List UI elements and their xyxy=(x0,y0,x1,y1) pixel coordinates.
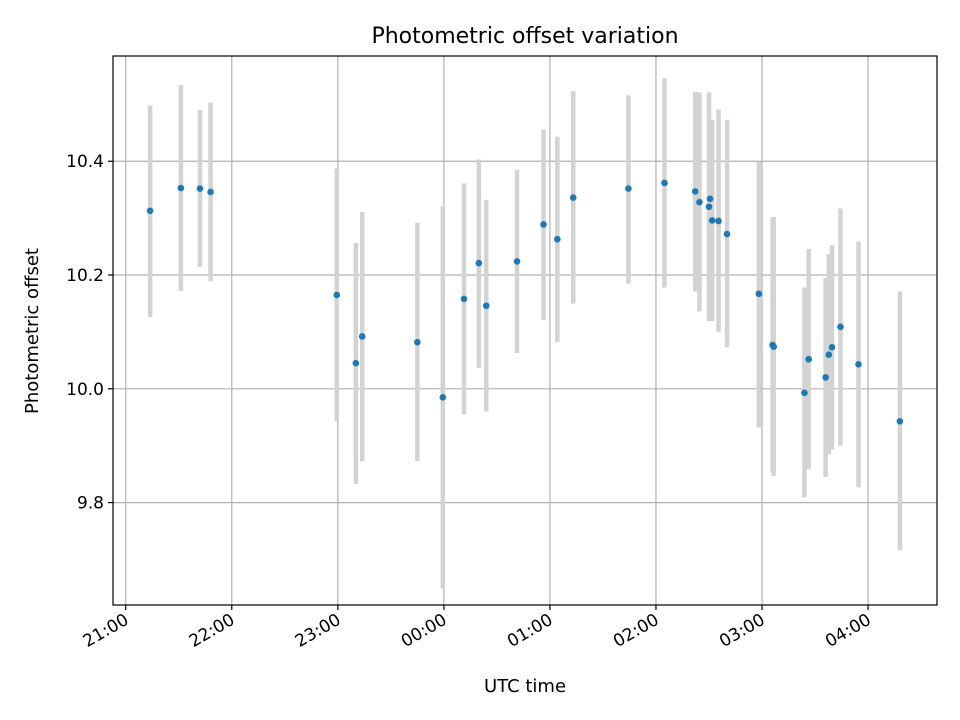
y-tick-label: 10.0 xyxy=(66,380,104,400)
data-point xyxy=(705,203,713,211)
data-point xyxy=(801,389,808,397)
data-point xyxy=(706,195,714,203)
data-point xyxy=(805,355,812,363)
data-point xyxy=(661,179,668,187)
data-point xyxy=(825,351,833,358)
data-point xyxy=(146,207,154,215)
data-point xyxy=(855,361,862,368)
data-point xyxy=(196,185,204,192)
data-point xyxy=(896,417,904,425)
data-point xyxy=(696,198,703,206)
data-point xyxy=(358,333,366,340)
data-point xyxy=(691,188,699,195)
data-point xyxy=(540,221,547,228)
data-point xyxy=(770,343,777,351)
data-point xyxy=(460,295,468,303)
data-point xyxy=(569,194,577,201)
data-point xyxy=(207,188,214,196)
y-tick-label: 10.2 xyxy=(66,266,104,286)
data-point xyxy=(708,217,716,224)
data-point xyxy=(828,343,836,351)
chart-title: Photometric offset variation xyxy=(371,24,678,49)
data-point xyxy=(755,290,763,298)
data-point xyxy=(414,338,421,346)
data-point xyxy=(475,259,483,267)
y-tick-label: 10.4 xyxy=(66,152,104,172)
data-point xyxy=(822,374,829,381)
x-axis-label: UTC time xyxy=(484,676,566,697)
data-point xyxy=(513,258,521,265)
data-point xyxy=(554,235,561,243)
data-point xyxy=(715,217,722,225)
y-axis-ticks: 9.8 10.0 10.2 10.4 xyxy=(66,152,113,514)
plot-frame xyxy=(112,55,938,606)
data-points xyxy=(146,179,904,425)
data-point xyxy=(625,185,632,192)
data-point xyxy=(482,302,490,310)
data-point xyxy=(837,323,844,331)
data-point xyxy=(177,184,185,192)
data-point xyxy=(723,230,731,238)
y-axis-label: Photometric offset xyxy=(22,248,43,414)
data-point xyxy=(352,359,360,367)
data-point xyxy=(333,291,341,299)
y-tick-label: 9.8 xyxy=(77,494,104,514)
data-point xyxy=(439,394,447,401)
